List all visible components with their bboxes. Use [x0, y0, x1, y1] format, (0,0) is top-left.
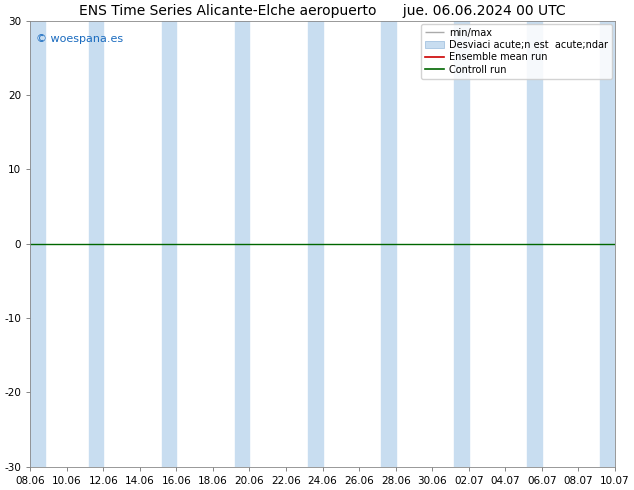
Text: © woespana.es: © woespana.es: [36, 34, 123, 44]
Bar: [235, 21, 249, 467]
Bar: [527, 21, 542, 467]
Legend: min/max, Desviaci acute;n est  acute;ndar, Ensemble mean run, Controll run: min/max, Desviaci acute;n est acute;ndar…: [421, 24, 612, 79]
Bar: [600, 21, 615, 467]
Bar: [162, 21, 176, 467]
Bar: [30, 21, 44, 467]
Bar: [89, 21, 103, 467]
Bar: [308, 21, 323, 467]
Title: ENS Time Series Alicante-Elche aeropuerto      jue. 06.06.2024 00 UTC: ENS Time Series Alicante-Elche aeropuert…: [79, 4, 566, 18]
Bar: [381, 21, 396, 467]
Bar: [454, 21, 469, 467]
